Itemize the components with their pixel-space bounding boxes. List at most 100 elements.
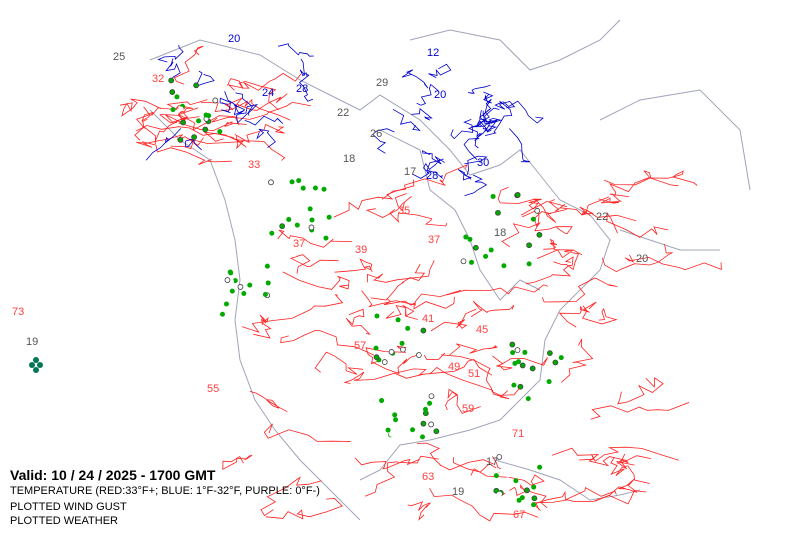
warm-contour [551, 447, 652, 467]
warm-contour [429, 488, 539, 522]
weather-marker [499, 468, 505, 474]
weather-marker [537, 464, 543, 470]
weather-marker [408, 399, 414, 405]
cold-contour [416, 83, 439, 106]
weather-marker [472, 244, 479, 251]
weather-marker [212, 97, 219, 104]
weather-marker [169, 89, 176, 95]
cold-contour [494, 100, 516, 110]
warm-contour [445, 388, 481, 414]
weather-marker [463, 234, 469, 240]
weather-marker [488, 247, 494, 253]
warm-contour [289, 254, 339, 274]
weather-marker [395, 317, 401, 323]
warm-contour [601, 244, 673, 273]
weather-marker [177, 137, 184, 143]
weather-marker [483, 253, 489, 259]
station-label: 39 [355, 244, 367, 256]
cold-contour [485, 100, 513, 136]
weather-markers [29, 77, 564, 508]
cold-contour [194, 70, 215, 87]
weather-marker [496, 454, 503, 460]
station-label: 17 [486, 456, 498, 468]
temperature-legend: TEMPERATURE (RED:33°F+; BLUE: 1°F-32°F, … [10, 485, 320, 497]
weather-marker [286, 216, 292, 222]
cold-contour [471, 121, 491, 128]
coastline [494, 459, 641, 501]
weather-marker [326, 214, 332, 220]
cold-contour [157, 44, 184, 63]
warm-contour [136, 106, 154, 129]
warm-contour [525, 256, 574, 285]
warm-contour [234, 124, 285, 143]
weather-marker [217, 129, 223, 135]
weather-marker [320, 220, 326, 226]
weather-marker [422, 406, 428, 412]
cold-contour [372, 128, 395, 154]
warm-contour [609, 170, 679, 195]
warm-contour [361, 289, 462, 308]
weather-marker [178, 106, 184, 112]
cold-contour [463, 132, 482, 160]
weather-legend: PLOTTED WEATHER [10, 515, 118, 527]
warm-contour [452, 456, 505, 474]
weather-marker [495, 209, 501, 216]
weather-marker [494, 467, 500, 473]
weather-marker [307, 206, 313, 212]
weather-marker [517, 383, 524, 390]
warm-contour [365, 193, 412, 218]
station-label: 49 [448, 361, 460, 373]
station-label: 22 [596, 211, 608, 223]
weather-marker [469, 259, 475, 265]
cold-contour [299, 58, 308, 78]
wind-gust-legend: PLOTTED WIND GUST [10, 501, 127, 513]
warm-contour [227, 78, 280, 111]
station-label: 26 [370, 128, 382, 140]
warm-contour [446, 284, 548, 296]
weather-marker [405, 325, 411, 331]
weather-marker [419, 434, 425, 440]
weather-marker [552, 359, 559, 366]
station-label: 57 [354, 340, 366, 352]
weather-marker [379, 398, 385, 404]
cold-contour [467, 84, 491, 94]
warm-contour [522, 209, 573, 235]
cold-contour [145, 128, 182, 161]
station-label: 67 [513, 509, 525, 521]
warm-contour [548, 196, 610, 216]
warm-contour [334, 258, 373, 273]
warm-contour [381, 164, 468, 200]
warm-contour [617, 377, 664, 405]
station-label: 45 [476, 324, 488, 336]
cold-contour [502, 100, 544, 124]
warm-contour [501, 211, 552, 248]
weather-marker [33, 357, 39, 363]
warm-contour [366, 260, 435, 283]
coastline [619, 229, 720, 251]
weather-marker [544, 367, 550, 373]
warm-contour [624, 254, 722, 271]
station-label: 55 [207, 383, 219, 395]
weather-marker [401, 353, 407, 359]
warm-contour [282, 271, 350, 290]
warm-contour [249, 391, 288, 413]
weather-marker [392, 412, 398, 418]
weather-marker [433, 428, 440, 435]
cold-contour [484, 107, 500, 133]
warm-contour [227, 72, 302, 91]
weather-marker [180, 119, 186, 126]
warm-contour [134, 116, 200, 144]
weather-marker [493, 473, 499, 479]
warm-contour [407, 501, 431, 521]
station-label: 28 [296, 83, 308, 95]
warm-contour [222, 454, 253, 470]
cold-contour [256, 128, 276, 149]
cold-contour [219, 97, 231, 114]
weather-marker [531, 484, 537, 490]
warm-contour [314, 351, 364, 375]
weather-marker [308, 224, 315, 231]
weather-marker [388, 349, 395, 355]
weather-marker [37, 362, 43, 368]
weather-marker [237, 284, 244, 290]
